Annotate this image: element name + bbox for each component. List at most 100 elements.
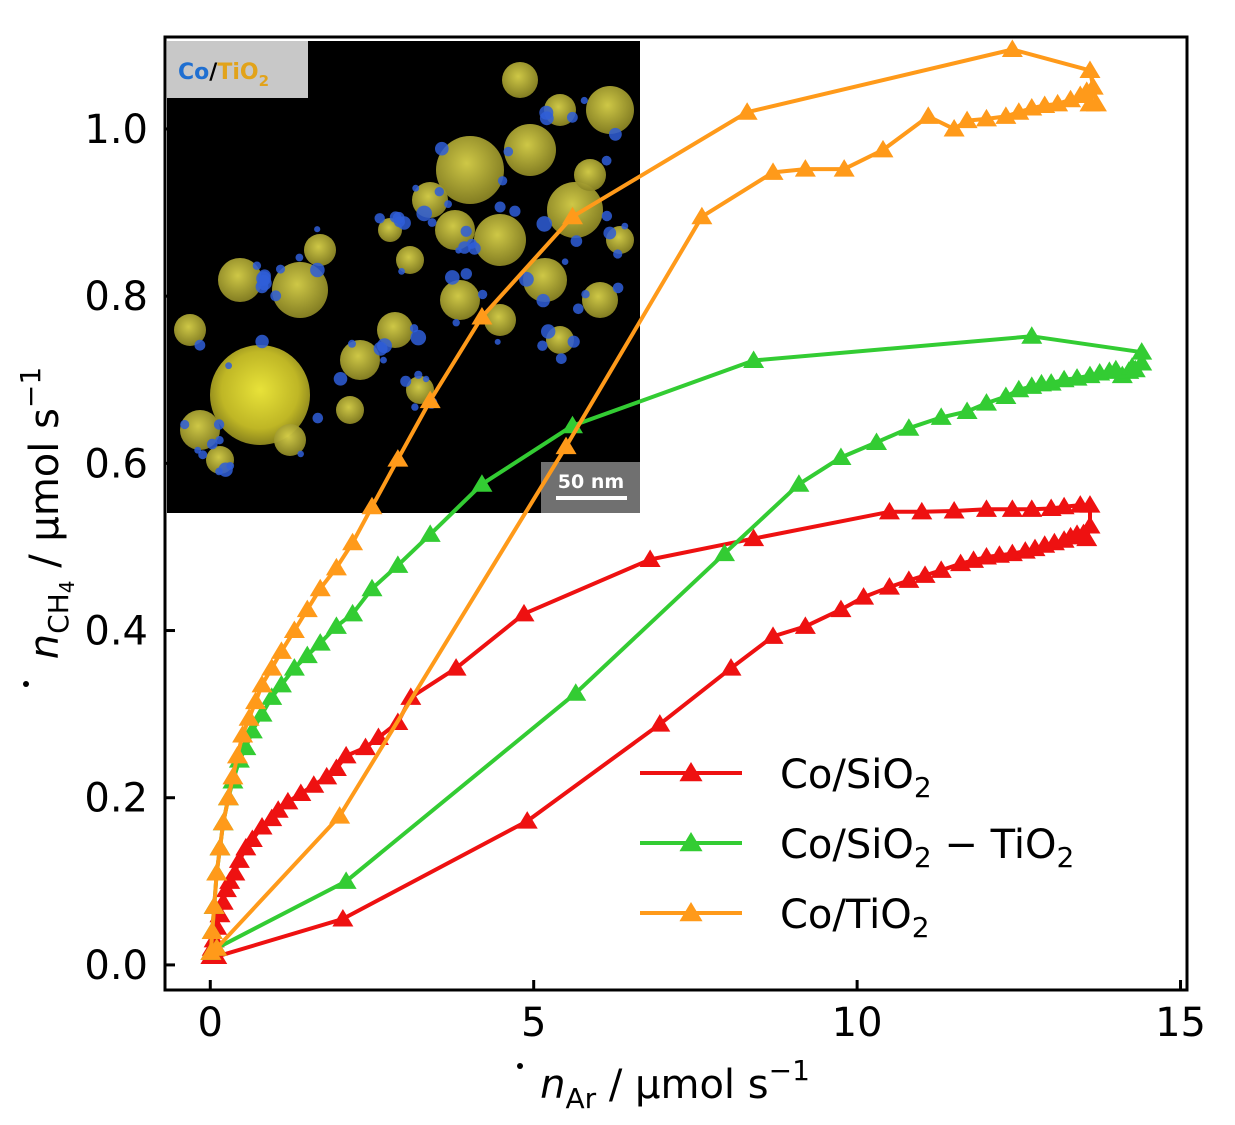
inset-cobalt-speck: [412, 184, 420, 192]
series-1-point-5: [830, 447, 852, 465]
x-axis-label-dot: [517, 1063, 523, 1069]
inset-cobalt-speck: [295, 253, 304, 262]
series-1-point-27: [1131, 342, 1153, 360]
inset-cobalt-speck: [411, 403, 419, 411]
legend-marker-2: [679, 902, 703, 922]
series-2-point-48: [203, 896, 225, 914]
series-1-point-28: [1021, 326, 1043, 344]
legend-entry-0: Co/SiO2: [640, 752, 932, 804]
series-2-point-28: [419, 390, 441, 409]
inset-particle: [586, 86, 634, 134]
inset-cobalt-speck: [392, 211, 405, 224]
series-2-point-47: [206, 862, 228, 881]
series-2-point-49: [201, 921, 223, 939]
series-2-point-39: [245, 691, 267, 710]
series-0-point-38: [743, 528, 765, 547]
inset-cobalt-speck: [445, 270, 460, 285]
inset-cobalt-speck: [503, 146, 514, 157]
inset-particle: [174, 314, 206, 346]
series-0-point-10: [898, 570, 920, 588]
inset-cobalt-speck: [541, 324, 556, 339]
series-1-point-39: [283, 658, 305, 676]
inset-cobalt-speck: [198, 450, 208, 460]
series-0-point-49: [303, 775, 325, 793]
series-0-point-34: [975, 499, 997, 517]
legend-label-1: Co/SiO2 − TiO2: [780, 822, 1074, 874]
inset-particle: [504, 124, 556, 176]
series-0-point-29: [1069, 495, 1091, 513]
inset-cobalt-speck: [468, 242, 481, 255]
series-2-point-26: [562, 206, 584, 225]
series-1-point-4: [788, 474, 810, 492]
series-0-point-37: [878, 501, 900, 520]
x-tick-label-3: 15: [1155, 1000, 1206, 1046]
y-tick-label-2: 0.4: [84, 609, 148, 655]
inset-cobalt-speck: [603, 226, 617, 240]
inset-particle: [218, 258, 262, 302]
inset-cobalt-speck: [609, 127, 622, 141]
inset-cobalt-speck: [414, 370, 423, 379]
legend-entry-2: Co/TiO2: [640, 892, 930, 944]
series-0-point-4: [720, 658, 742, 676]
series-2-point-33: [309, 578, 331, 597]
series-2-point-41: [232, 725, 254, 743]
inset-cobalt-speck: [555, 353, 567, 364]
series-1-point-32: [419, 524, 441, 542]
series-0-point-32: [1021, 499, 1043, 517]
inset-particle: [396, 246, 424, 274]
inset-cobalt-speck: [374, 213, 385, 224]
legend: Co/SiO2 Co/SiO2 − TiO2 Co/TiO2: [640, 752, 1074, 944]
inset-particle: [523, 258, 567, 302]
series-2-point-44: [217, 787, 239, 806]
series-1-point-38: [296, 645, 318, 664]
series-2-point-5: [794, 159, 816, 177]
series-2-point-34: [296, 599, 318, 618]
y-axis-label-dot: [23, 681, 29, 687]
inset-cobalt-speck: [270, 290, 282, 302]
series-1-point-3: [714, 543, 736, 562]
series-2-point-7: [872, 139, 894, 158]
series-2-point-11: [975, 108, 997, 127]
series-2-point-40: [238, 708, 260, 726]
series-1-point-41: [261, 687, 283, 705]
x-tick-label-1: 5: [521, 1000, 546, 1046]
inset-cobalt-speck: [194, 339, 206, 351]
series-0-point-36: [911, 501, 933, 520]
inset-cobalt-speck: [613, 249, 623, 259]
scale-bar: [556, 496, 627, 500]
inset-cobalt-speck: [333, 372, 348, 386]
series-2-point-24: [1001, 39, 1023, 58]
series-1-point-6: [866, 432, 888, 450]
inset-cobalt-speck: [213, 419, 225, 430]
inset-cobalt-speck: [612, 282, 624, 294]
inset-cobalt-speck: [422, 375, 430, 383]
series-0-point-46: [335, 745, 357, 764]
series-1-point-36: [325, 616, 347, 634]
series-0-point-12: [930, 560, 952, 578]
inset-cobalt-speck: [570, 235, 583, 247]
series-0-point-56: [235, 837, 257, 856]
series-0-point-1: [332, 908, 354, 927]
series-2-point-45: [212, 812, 234, 831]
inset-cobalt-speck: [398, 268, 405, 275]
series-2-point-27: [471, 307, 493, 325]
series-2-point-22: [1085, 93, 1107, 112]
inset-cobalt-speck: [561, 258, 569, 266]
series-1-point-10: [975, 393, 997, 411]
inset-cobalt-speck: [410, 329, 427, 346]
inset-particle: [435, 210, 475, 250]
inset-cobalt-speck: [255, 334, 269, 349]
series-2-point-37: [261, 658, 283, 676]
series-0-point-33: [1001, 499, 1023, 517]
series-2-point-23: [1079, 60, 1101, 78]
legend-label-2: Co/TiO2: [780, 892, 930, 944]
series-0-point-9: [878, 577, 900, 595]
series-0-point-53: [261, 808, 283, 827]
series-2-point-25: [736, 102, 758, 120]
y-tick-label-1: 0.2: [84, 776, 148, 822]
inset-cobalt-speck: [581, 290, 590, 299]
inset-particle: [304, 234, 336, 266]
series-0-point-31: [1040, 498, 1062, 516]
inset-cobalt-speck: [536, 216, 553, 232]
series-0-point-45: [355, 737, 377, 756]
